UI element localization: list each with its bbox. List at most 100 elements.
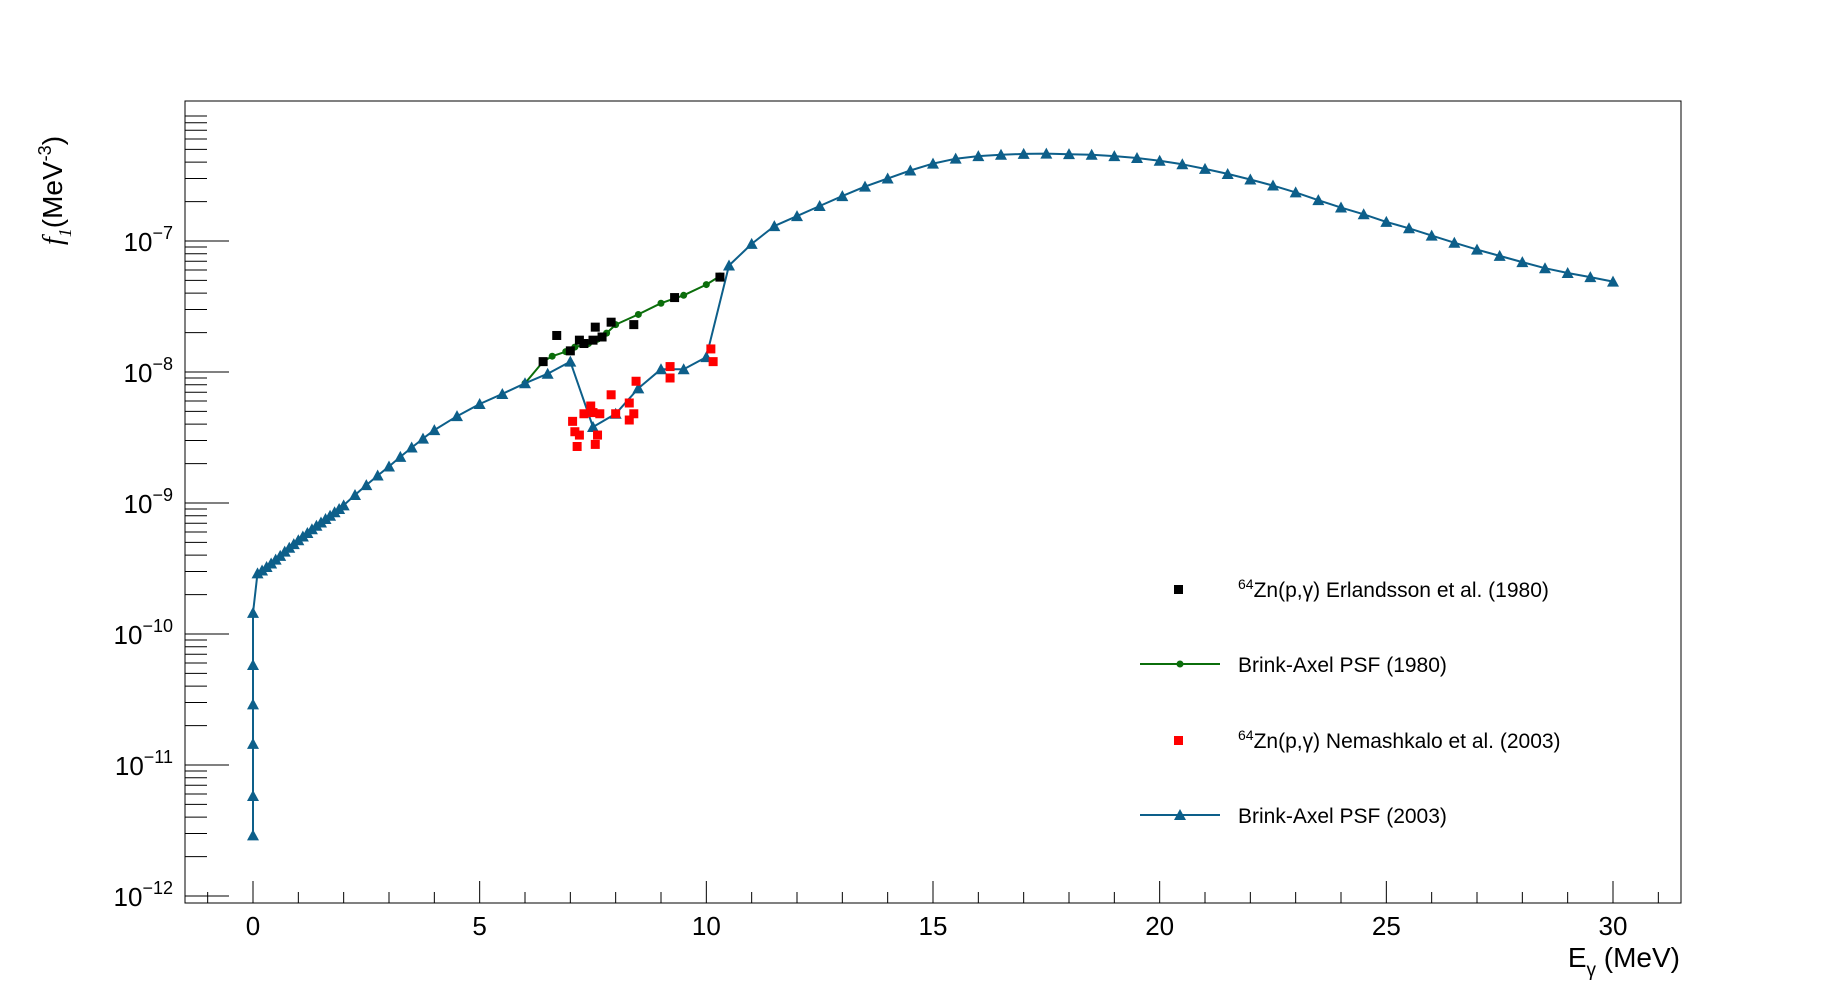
data-point: [1221, 167, 1234, 179]
x-tick-label: 0: [246, 911, 260, 941]
data-point: [1267, 179, 1279, 191]
data-point: [1199, 162, 1211, 174]
data-point: [247, 789, 259, 801]
data-point: [574, 430, 584, 440]
data-point: [568, 416, 578, 426]
data-point: [1085, 148, 1098, 160]
series-ba2003: [247, 147, 1619, 841]
data-point: [657, 299, 665, 307]
x-tick-label: 5: [472, 911, 486, 941]
legend: 64Zn(p,γ) Erlandsson et al. (1980) Brink…: [1140, 576, 1561, 828]
data-point: [655, 363, 667, 375]
data-point: [1380, 215, 1393, 227]
y-tick-label-base: 10: [124, 358, 153, 388]
data-point: [813, 200, 826, 212]
x-axis-title: Eγ (MeV): [1568, 942, 1680, 981]
x-tick-label: 20: [1145, 911, 1174, 941]
y-axis-title-subscript: 1: [55, 228, 75, 237]
data-point: [597, 332, 607, 342]
data-point: [665, 362, 675, 372]
data-point: [451, 410, 463, 422]
data-point: [1335, 201, 1347, 213]
data-point: [791, 210, 803, 222]
data-point: [247, 829, 259, 841]
data-point: [473, 397, 486, 409]
legend-entry-nemashkalo: 64Zn(p,γ) Nemashkalo et al. (2003): [1174, 727, 1561, 753]
data-point: [383, 460, 395, 472]
data-point: [428, 424, 441, 436]
y-tick-label-base: 10: [114, 620, 143, 650]
legend-label-erlandsson: 64Zn(p,γ) Erlandsson et al. (1980): [1238, 576, 1549, 602]
series-erlandsson: [538, 272, 725, 367]
y-axis-title-close: ): [37, 136, 68, 145]
data-point: [634, 310, 642, 318]
data-point: [904, 164, 917, 176]
x-axis-ticks: 0 5 10 15 20 25 30: [207, 881, 1659, 941]
data-point: [360, 479, 373, 491]
data-point: [670, 293, 680, 303]
data-point: [587, 421, 599, 433]
data-point: [927, 157, 939, 169]
data-point: [723, 259, 735, 271]
data-point: [680, 291, 688, 299]
data-point: [1403, 222, 1415, 234]
legend-circle-marker: [1176, 660, 1184, 668]
data-point: [708, 357, 718, 367]
data-point: [706, 344, 716, 354]
legend-entry-ba2003: Brink-Axel PSF (2003): [1140, 805, 1447, 828]
legend-square-marker: [1174, 585, 1183, 594]
data-point: [1425, 229, 1438, 241]
x-axis-title-unit: (MeV): [1596, 942, 1680, 973]
data-point: [768, 220, 781, 232]
data-point: [606, 390, 616, 400]
y-tick-label: 10−7: [124, 223, 173, 257]
data-point: [593, 430, 603, 440]
y-axis-title-superscript: -3: [35, 145, 55, 161]
y-tick-label-exponent: −11: [144, 747, 173, 767]
data-point: [586, 401, 596, 411]
data-point: [745, 237, 758, 249]
data-point: [590, 439, 600, 449]
data-point: [405, 441, 418, 453]
legend-text: Zn(p,γ) Nemashkalo et al. (2003): [1254, 730, 1561, 753]
legend-label-ba2003: Brink-Axel PSF (2003): [1238, 805, 1447, 828]
series-nemashkalo: [568, 344, 718, 451]
series-layer: [247, 147, 1619, 841]
data-point: [949, 152, 962, 164]
data-point: [564, 355, 577, 367]
y-tick-label: 10−12: [114, 878, 173, 912]
data-point: [541, 367, 554, 379]
y-tick-label-exponent: −10: [142, 616, 173, 636]
data-point: [417, 432, 429, 444]
data-point: [565, 346, 575, 356]
data-point: [1063, 148, 1075, 160]
x-tick-label: 30: [1599, 911, 1628, 941]
data-point: [572, 441, 582, 451]
legend-label-nemashkalo: 64Zn(p,γ) Nemashkalo et al. (2003): [1238, 727, 1561, 753]
y-tick-label-base: 10: [114, 882, 143, 912]
y-axis-title-unit: (MeV: [37, 161, 68, 228]
y-tick-label-exponent: −12: [142, 878, 173, 898]
y-tick-label: 10−8: [124, 354, 173, 388]
data-point: [859, 180, 871, 192]
legend-text: Zn(p,γ) Erlandsson et al. (1980): [1254, 579, 1549, 602]
data-point: [624, 398, 634, 408]
y-tick-label-exponent: −9: [152, 485, 173, 505]
y-tick-label: 10−10: [114, 616, 173, 650]
data-point: [1471, 243, 1483, 255]
data-point: [579, 339, 589, 349]
data-point: [995, 148, 1007, 160]
legend-entry-erlandsson: 64Zn(p,γ) Erlandsson et al. (1980): [1174, 576, 1549, 602]
data-point: [247, 658, 259, 670]
legend-label-ba1980: Brink-Axel PSF (1980): [1238, 654, 1447, 677]
data-point: [1607, 275, 1619, 287]
data-point: [588, 408, 598, 418]
data-point: [337, 499, 350, 511]
data-point: [677, 363, 690, 375]
y-axis-title: f1(MeV-3): [35, 136, 75, 245]
data-point: [1357, 208, 1370, 220]
y-axis-title-main: f: [38, 234, 69, 245]
data-point: [702, 281, 710, 289]
data-point: [631, 376, 641, 386]
